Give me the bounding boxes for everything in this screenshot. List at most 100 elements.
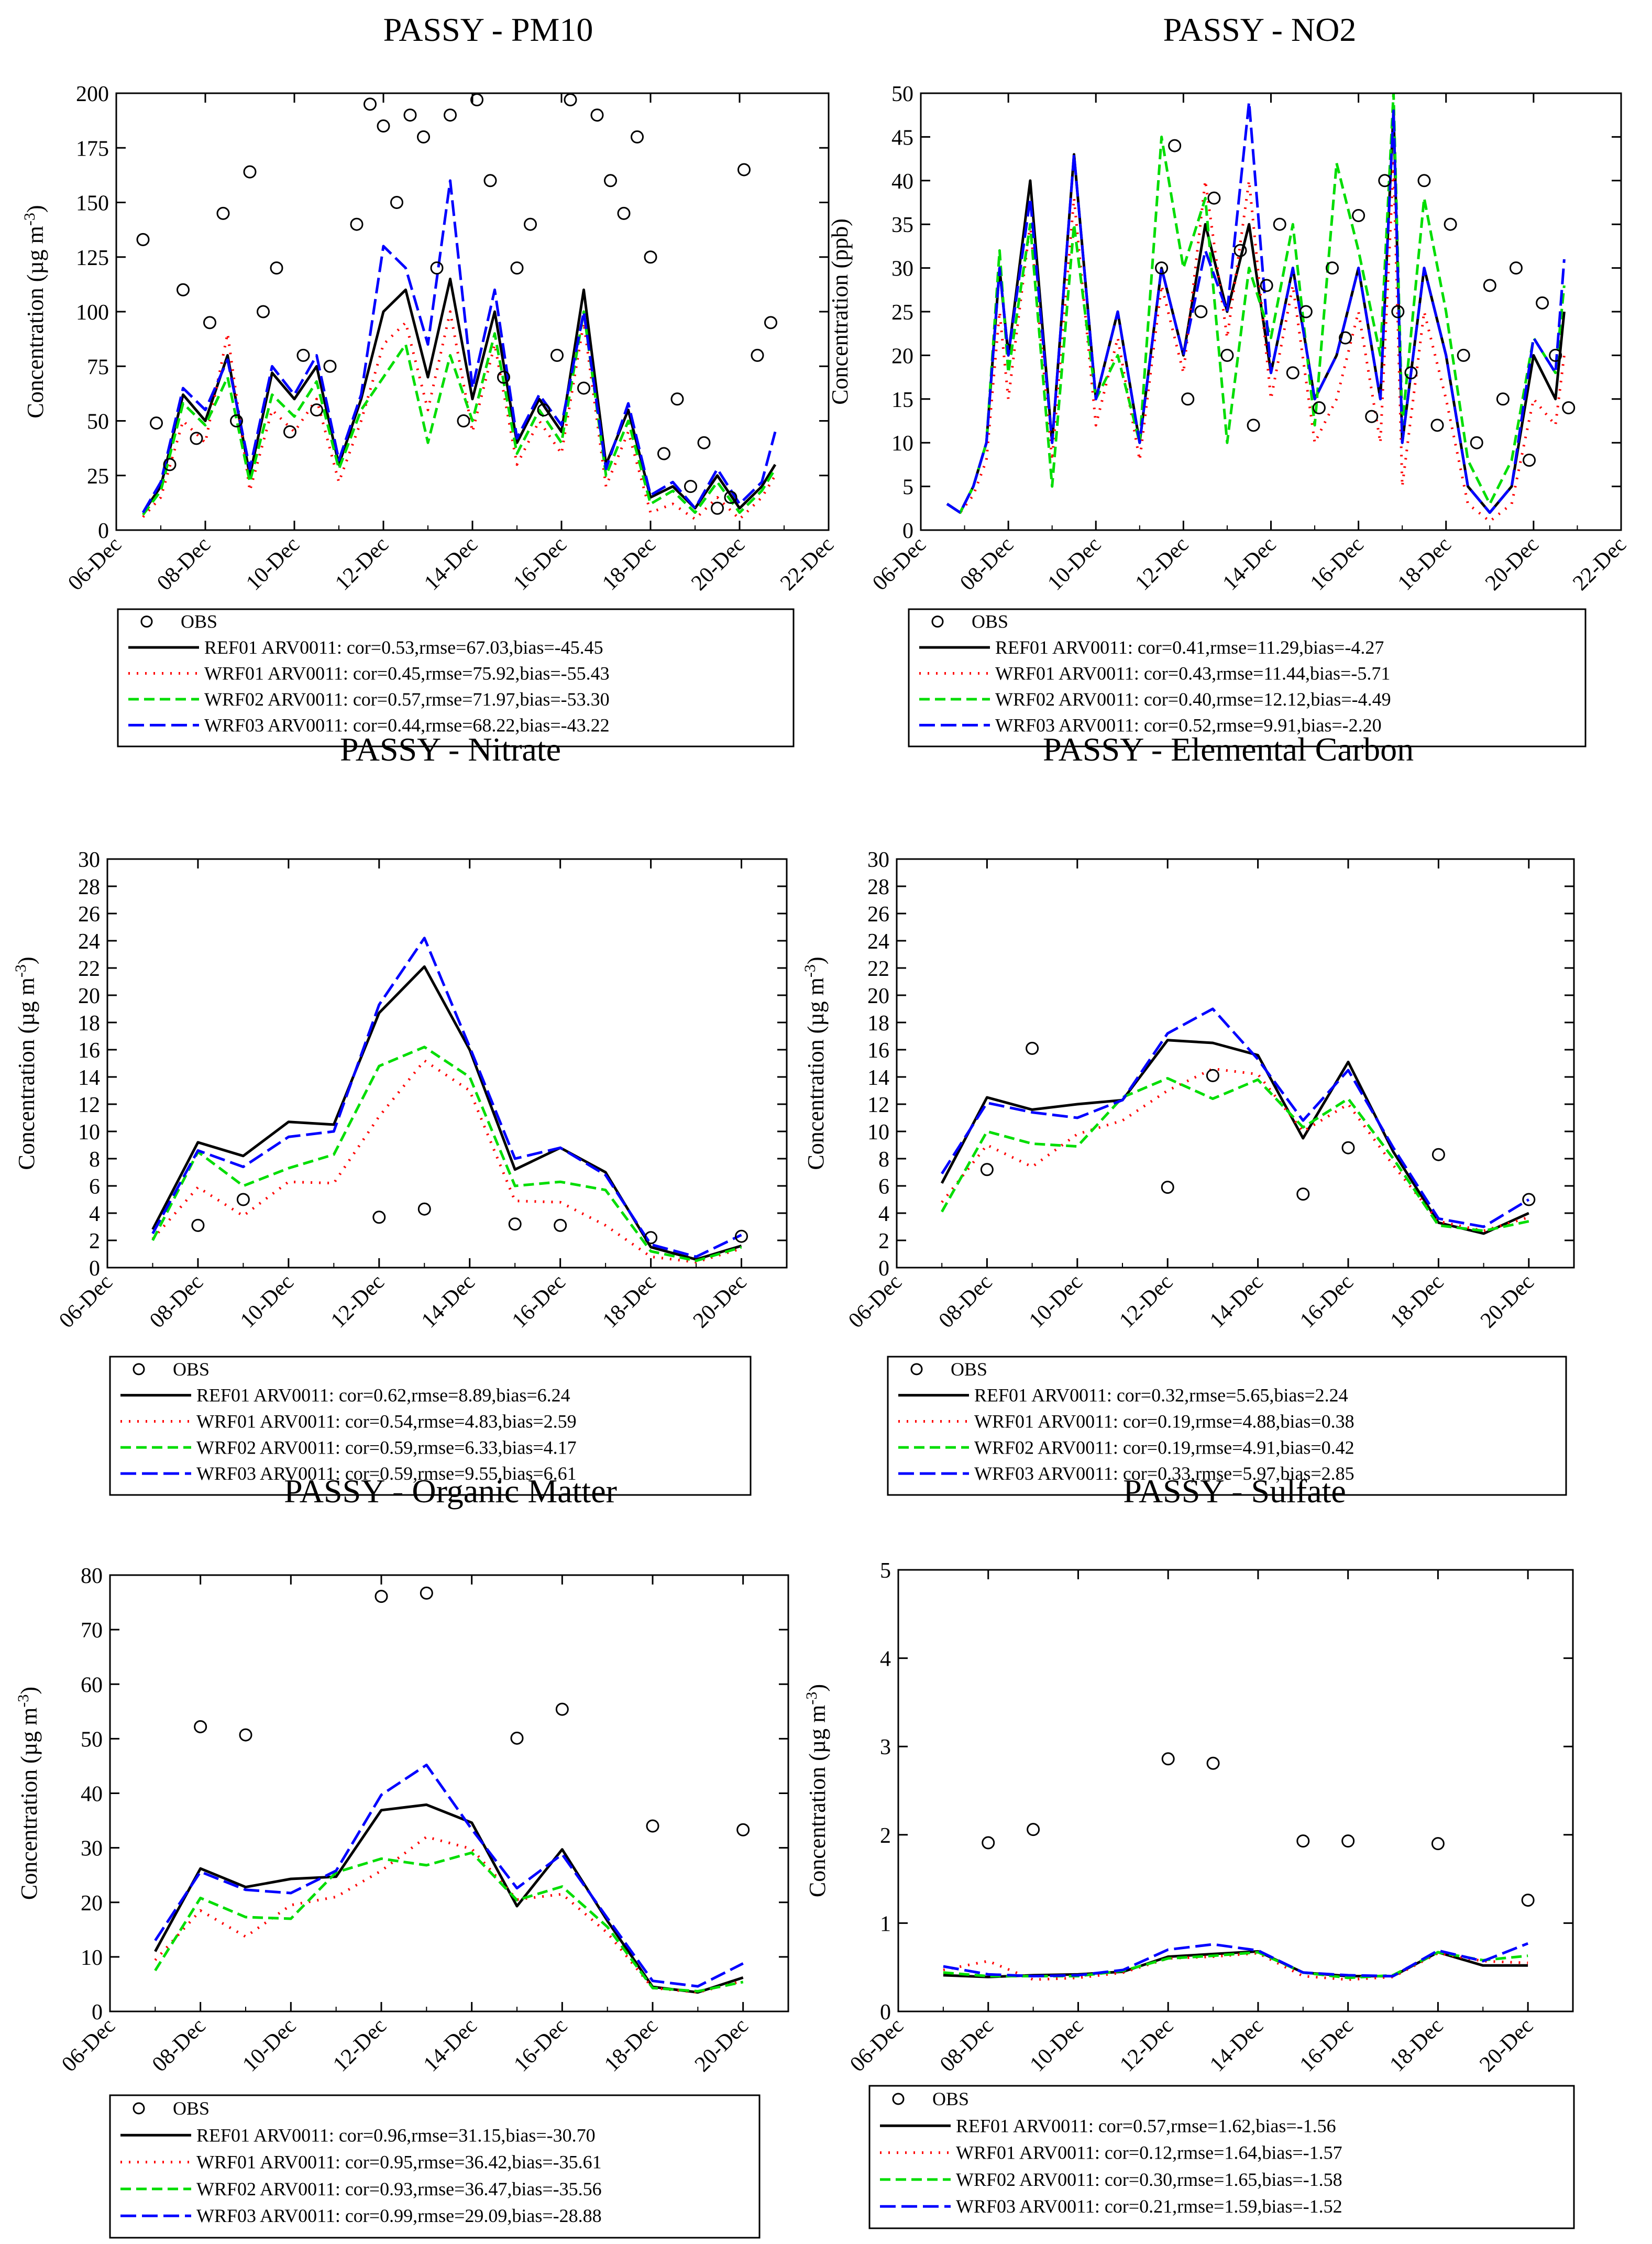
legend-label: WRF02 ARV0011: cor=0.93,rmse=36.47,bias=… [196, 2179, 602, 2199]
y-tick-label: 150 [76, 192, 109, 216]
obs-point [1161, 1181, 1174, 1194]
y-axis-label-main: Concentration (µg m [23, 226, 48, 419]
series-line-ref01 [940, 1039, 1529, 1235]
y-tick-label: 25 [891, 301, 913, 325]
obs-point [390, 196, 403, 209]
obs-point [564, 93, 577, 107]
obs-point [736, 1823, 750, 1836]
obs-point [1339, 331, 1352, 345]
y-tick-label: 125 [76, 246, 109, 270]
obs-point [554, 1218, 567, 1232]
obs-point [1549, 348, 1562, 362]
legend-label: OBS [173, 1359, 210, 1380]
legend-obs-marker [931, 615, 944, 628]
chart-panel-2: PASSY - NO2 0 5 10 15 20 25 30 35 40 45 50 06-Dec 08-… [827, 11, 1631, 747]
obs-point [497, 370, 510, 384]
obs-point [470, 93, 483, 107]
x-tick-label: 16-Dec [1306, 533, 1369, 596]
y-tick-label: 175 [76, 137, 109, 161]
legend-label: WRF03 ARV0011: cor=0.99,rmse=29.09,bias=… [196, 2205, 602, 2226]
y-tick-label: 50 [891, 82, 913, 106]
series-line-wrf03 [141, 179, 777, 513]
obs-point [631, 130, 644, 144]
x-tick-label: 18-Dec [598, 533, 660, 596]
x-tick-label: 12-Dec [326, 1270, 389, 1333]
x-tick-label: 08-Dec [955, 533, 1018, 596]
y-tick-label: 35 [891, 213, 913, 237]
obs-point [375, 1590, 388, 1603]
y-tick-label: 6 [89, 1175, 100, 1199]
x-tick-label: 12-Dec [1115, 2014, 1178, 2077]
y-tick-label: 100 [76, 301, 109, 325]
chart-title: PASSY - Elemental Carbon [1043, 731, 1414, 768]
y-axis-label-sup: -3 [21, 213, 38, 226]
obs-point [657, 447, 670, 460]
series-line-wrf02 [154, 1851, 744, 1993]
obs-point [444, 108, 457, 122]
obs-point [1206, 1069, 1219, 1082]
x-tick-label: 12-Dec [331, 533, 393, 596]
legend: OBS REF01 ARV0011: cor=0.53,rmse=67.03,bi… [117, 608, 795, 747]
obs-point [1417, 174, 1431, 188]
y-tick-label: 4 [89, 1202, 100, 1226]
obs-point [216, 206, 230, 220]
y-tick-label: 14 [78, 1066, 100, 1090]
x-tick-label: 08-Dec [152, 533, 215, 596]
y-tick-label: 25 [87, 465, 109, 489]
y-axis-label: Concentration (µg m-3) [15, 1687, 42, 1900]
legend-box [887, 1356, 1567, 1496]
x-tick-label: 14-Dec [1205, 1270, 1268, 1333]
legend-label: WRF02 ARV0011: cor=0.19,rmse=4.91,bias=0… [974, 1437, 1354, 1458]
legend-label: WRF03 ARV0011: cor=0.33,rmse=5.97,bias=2… [974, 1463, 1354, 1484]
x-tick-label: 20-Dec [1476, 1270, 1539, 1333]
legend-label: REF01 ARV0011: cor=0.57,rmse=1.62,bias=-… [956, 2115, 1336, 2136]
obs-point [980, 1163, 994, 1176]
obs-point [751, 348, 764, 362]
y-tick-label: 4 [880, 1647, 891, 1671]
obs-point [1155, 261, 1169, 275]
y-tick-label: 0 [902, 519, 913, 543]
obs-point [524, 217, 537, 231]
obs-point [1496, 392, 1510, 406]
y-tick-label: 5 [902, 476, 913, 500]
x-tick-label: 16-Dec [1295, 2014, 1358, 2077]
y-tick-label: 12 [867, 1093, 889, 1117]
obs-point [555, 1702, 569, 1716]
legend-label: OBS [173, 2098, 210, 2119]
obs-point [1260, 279, 1273, 292]
y-tick-label: 20 [891, 344, 913, 368]
obs-point [1296, 1187, 1310, 1201]
y-tick-label: 22 [78, 957, 100, 981]
legend-obs-marker [910, 1363, 923, 1376]
y-tick-label: 10 [78, 1120, 100, 1145]
obs-point [203, 316, 216, 329]
obs-point [1299, 305, 1313, 318]
legend-obs-marker [140, 615, 153, 628]
y-axis-label-sup: -3 [803, 1692, 820, 1705]
legend-label: WRF02 ARV0011: cor=0.57,rmse=71.97,bias=… [204, 689, 610, 710]
x-tick-label: 20-Dec [1475, 2014, 1538, 2077]
y-axis-label: Concentration (ppb) [827, 218, 853, 405]
obs-point [236, 1193, 250, 1206]
x-tick-label: 18-Dec [1393, 533, 1456, 596]
obs-point [1194, 305, 1208, 318]
obs-point [350, 217, 364, 231]
y-axis-label-close: ) [23, 205, 48, 213]
y-tick-label: 40 [81, 1783, 103, 1807]
y-tick-label: 2 [878, 1229, 889, 1253]
obs-point [323, 359, 337, 373]
legend-box [868, 2085, 1575, 2229]
y-axis-label: Concentration (µg m-3) [21, 205, 48, 418]
y-axis-label-main: Concentration (µg m [803, 977, 829, 1170]
legend-label: OBS [932, 2088, 969, 2109]
legend-label: REF01 ARV0011: cor=0.41,rmse=11.29,bias=… [995, 637, 1384, 658]
y-tick-label: 10 [891, 432, 913, 456]
obs-point [1444, 217, 1457, 231]
x-tick-label: 08-Dec [935, 2014, 998, 2077]
x-tick-label: 22-Dec [1568, 533, 1631, 596]
x-tick-label: 06-Dec [868, 533, 931, 596]
obs-point [243, 165, 257, 179]
y-axis-label-sup: -3 [15, 1695, 32, 1708]
obs-point [550, 348, 564, 362]
